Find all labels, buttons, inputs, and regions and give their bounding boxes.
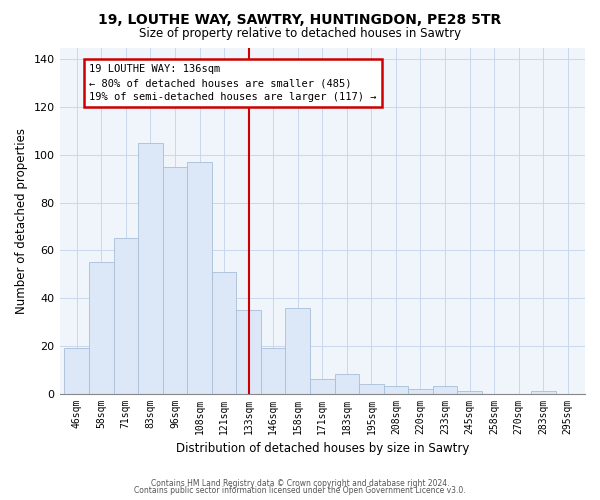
Bar [113,238,138,394]
Text: Size of property relative to detached houses in Sawtry: Size of property relative to detached ho… [139,28,461,40]
Text: Contains public sector information licensed under the Open Government Licence v3: Contains public sector information licen… [134,486,466,495]
Bar [335,374,359,394]
Text: Contains HM Land Registry data © Crown copyright and database right 2024.: Contains HM Land Registry data © Crown c… [151,478,449,488]
Text: 19, LOUTHE WAY, SAWTRY, HUNTINGDON, PE28 5TR: 19, LOUTHE WAY, SAWTRY, HUNTINGDON, PE28… [98,12,502,26]
Bar [457,391,482,394]
Text: 19 LOUTHE WAY: 136sqm
← 80% of detached houses are smaller (485)
19% of semi-det: 19 LOUTHE WAY: 136sqm ← 80% of detached … [89,64,377,102]
Y-axis label: Number of detached properties: Number of detached properties [15,128,28,314]
Bar [138,143,163,394]
Bar [408,389,433,394]
Bar [261,348,286,394]
X-axis label: Distribution of detached houses by size in Sawtry: Distribution of detached houses by size … [176,442,469,455]
Bar [286,308,310,394]
Bar [64,348,89,394]
Bar [163,167,187,394]
Bar [383,386,408,394]
Bar [433,386,457,394]
Bar [310,379,335,394]
Bar [236,310,261,394]
Bar [187,162,212,394]
Bar [89,262,113,394]
Bar [359,384,383,394]
Bar [212,272,236,394]
Bar [531,391,556,394]
